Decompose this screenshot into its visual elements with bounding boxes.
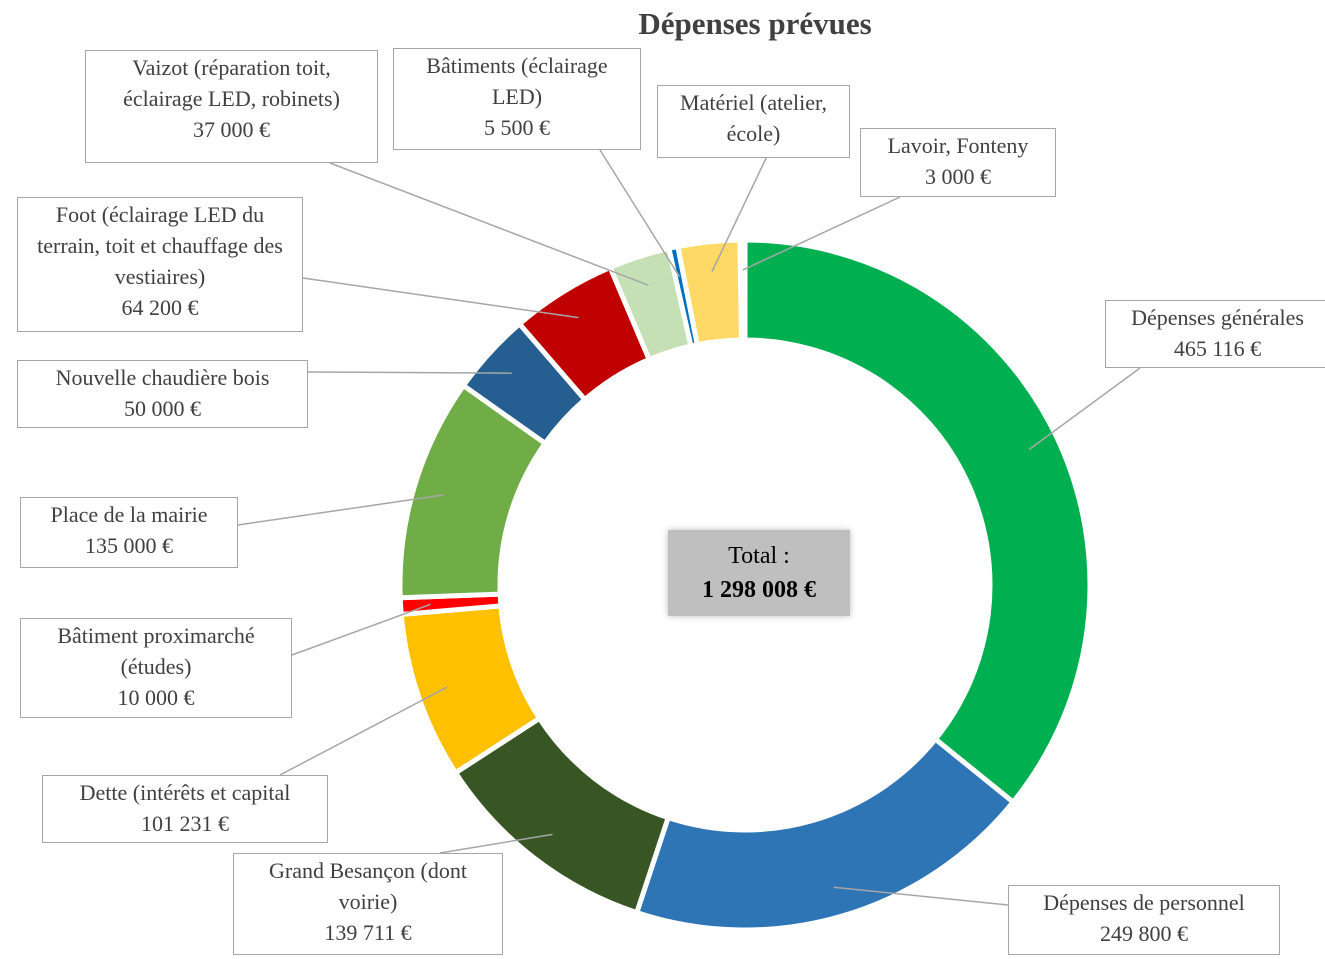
leader-line bbox=[742, 196, 901, 271]
data-label: Dette (intérêts et capital 101 231 € bbox=[42, 775, 328, 843]
category-label: Nouvelle chaudière bois bbox=[55, 365, 270, 390]
center-label: Total : 1 298 008 € bbox=[668, 530, 850, 616]
leader-line bbox=[302, 277, 579, 319]
data-label: Vaizot (réparation toit, éclairage LED, … bbox=[85, 50, 378, 163]
value-label: 37 450 € bbox=[664, 149, 843, 157]
leader-line bbox=[439, 833, 553, 854]
category-label: Dépenses générales bbox=[1131, 305, 1304, 330]
category-label: Dépenses de personnel bbox=[1043, 890, 1245, 915]
category-label: Foot (éclairage LED du terrain, toit et … bbox=[37, 202, 283, 289]
leader-line bbox=[711, 149, 771, 273]
category-label: Lavoir, Fonteny bbox=[887, 133, 1029, 158]
category-label: Matériel (atelier, école) bbox=[680, 90, 827, 146]
value-label: 139 711 € bbox=[324, 920, 412, 945]
leader-line bbox=[599, 149, 681, 278]
leader-line bbox=[279, 686, 448, 776]
donut-segment bbox=[737, 237, 748, 343]
value-label: 249 800 € bbox=[1100, 921, 1188, 946]
category-label: Bâtiments (éclairage LED) bbox=[426, 53, 608, 109]
value-label: 50 000 € bbox=[124, 396, 201, 421]
donut-segment bbox=[633, 735, 1017, 933]
value-label: 465 116 € bbox=[1173, 336, 1262, 361]
data-label: Dépenses de personnel 249 800 € bbox=[1008, 885, 1280, 955]
data-label: Bâtiments (éclairage LED) 5 500 € bbox=[393, 48, 641, 150]
category-label: Dette (intérêts et capital bbox=[79, 780, 291, 805]
leader-line bbox=[291, 603, 431, 656]
leader-line bbox=[237, 494, 444, 526]
value-label: 101 231 € bbox=[141, 811, 229, 836]
category-label: Place de la mairie bbox=[50, 502, 208, 527]
data-label: Place de la mairie 135 000 € bbox=[20, 497, 238, 568]
data-label: Grand Besançon (dont voirie) 139 711 € bbox=[233, 853, 503, 955]
value-label: 135 000 € bbox=[85, 533, 173, 558]
leader-line bbox=[1028, 367, 1141, 450]
value-label: 37 000 € bbox=[193, 117, 270, 142]
category-label: Vaizot (réparation toit, éclairage LED, … bbox=[123, 55, 340, 111]
value-label: 10 000 € bbox=[117, 685, 195, 710]
total-value: 1 298 008 € bbox=[702, 577, 816, 603]
data-label: Lavoir, Fonteny 3 000 € bbox=[860, 128, 1056, 197]
value-label: 3 000 € bbox=[925, 164, 991, 189]
data-label: Nouvelle chaudière bois 50 000 € bbox=[17, 360, 308, 428]
value-label: 5 500 € bbox=[484, 115, 550, 140]
leader-line bbox=[833, 886, 1009, 906]
leader-line bbox=[307, 371, 512, 374]
value-label: 64 200 € bbox=[121, 295, 199, 320]
data-label: Bâtiment proximarché (études) 10 000 € bbox=[20, 618, 292, 718]
donut-segment bbox=[742, 237, 1093, 806]
data-label: Foot (éclairage LED du terrain, toit et … bbox=[17, 197, 303, 332]
total-label: Total : bbox=[728, 543, 790, 569]
data-label: Matériel (atelier, école) 37 450 € bbox=[657, 85, 850, 158]
chart-title: Dépenses prévues bbox=[638, 6, 872, 41]
data-label: Dépenses générales 465 116 € bbox=[1105, 300, 1325, 368]
category-label: Grand Besançon (dont voirie) bbox=[269, 858, 467, 914]
category-label: Bâtiment proximarché (études) bbox=[57, 623, 255, 679]
leader-line bbox=[329, 162, 649, 286]
